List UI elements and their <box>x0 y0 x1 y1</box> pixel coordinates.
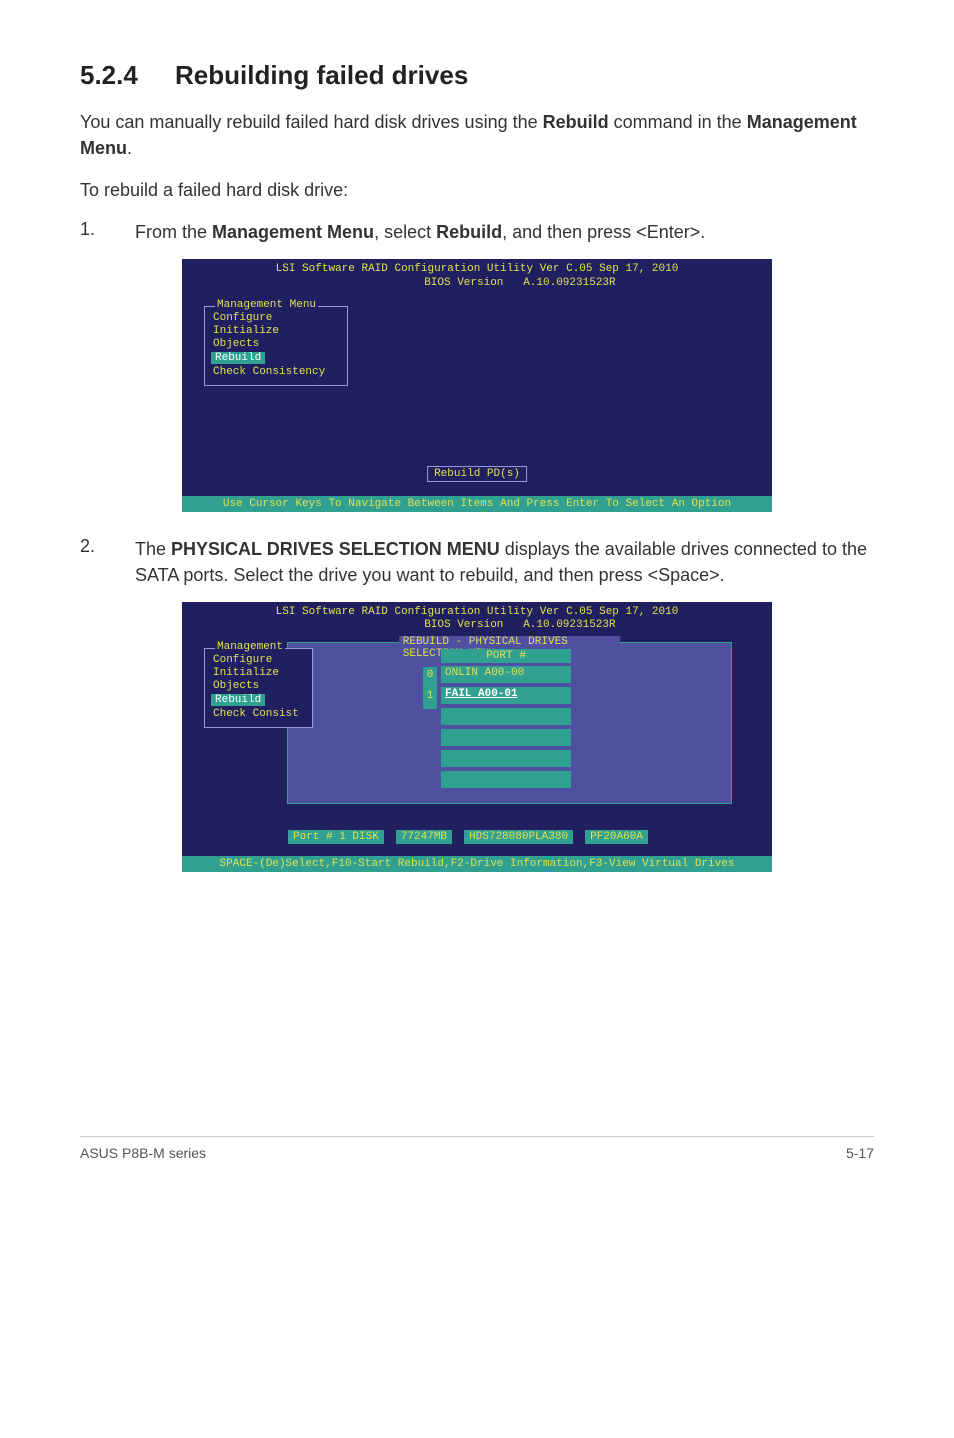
port-empty-3 <box>441 750 571 767</box>
intro-paragraph-2: To rebuild a failed hard disk drive: <box>80 177 874 203</box>
step-2-text: The PHYSICAL DRIVES SELECTION MENU displ… <box>135 536 874 588</box>
intro-1e: . <box>127 138 132 158</box>
menu2-rebuild[interactable]: Rebuild <box>211 694 265 706</box>
menu2-objects[interactable]: Objects <box>211 680 306 692</box>
port-index-column: 0 1 <box>423 667 437 709</box>
port-index-1: 1 <box>423 688 437 705</box>
menu-configure[interactable]: Configure <box>211 312 341 324</box>
menu-check-consistency[interactable]: Check Consistency <box>211 366 341 378</box>
bios-panel-1: LSI Software RAID Configuration Utility … <box>182 259 772 511</box>
port-0-drive[interactable]: ONLIN A00-00 <box>441 666 571 683</box>
bios-footer-1: Use Cursor Keys To Navigate Between Item… <box>182 496 772 512</box>
disk-port: Port # 1 DISK <box>288 830 384 844</box>
menu-initialize[interactable]: Initialize <box>211 325 341 337</box>
port-index-0: 0 <box>423 667 437 684</box>
menu2-initialize[interactable]: Initialize <box>211 667 306 679</box>
bios-footer-2: SPACE-(De)Select,F10-Start Rebuild,F2-Dr… <box>182 856 772 872</box>
intro-rebuild-strong: Rebuild <box>543 112 609 132</box>
management-menu-box-2: Management Configure Initialize Objects … <box>204 648 313 728</box>
menu2-configure[interactable]: Configure <box>211 654 306 666</box>
drives-selection-panel: REBUILD - PHYSICAL DRIVES SELECTION MENU… <box>287 642 732 804</box>
management-menu-box: Management Menu Configure Initialize Obj… <box>204 306 348 386</box>
disk-model: HDS728080PLA380 <box>464 830 573 844</box>
port-1-drive[interactable]: FAIL A00-01 <box>441 687 571 704</box>
menu-objects[interactable]: Objects <box>211 338 341 350</box>
footer-right: 5-17 <box>846 1145 874 1161</box>
rebuild-pd-box: Rebuild PD(s) <box>427 466 527 482</box>
bios-header-1: LSI Software RAID Configuration Utility … <box>182 259 772 295</box>
port-empty-4 <box>441 771 571 788</box>
management-menu-title: Management Menu <box>215 299 318 311</box>
step-1: 1. From the Management Menu, select Rebu… <box>80 219 874 245</box>
section-title: Rebuilding failed drives <box>175 60 468 90</box>
bios-panel-2: LSI Software RAID Configuration Utility … <box>182 602 772 872</box>
intro-paragraph-1: You can manually rebuild failed hard dis… <box>80 109 874 161</box>
intro-1c: command in the <box>609 112 747 132</box>
disk-size: 77247MB <box>396 830 452 844</box>
section-heading: 5.2.4Rebuilding failed drives <box>80 60 874 91</box>
step-2: 2. The PHYSICAL DRIVES SELECTION MENU di… <box>80 536 874 588</box>
section-number: 5.2.4 <box>80 60 175 91</box>
page-footer: ASUS P8B-M series 5-17 <box>80 1136 874 1161</box>
management-menu-title-2: Management <box>215 641 285 653</box>
step-1-num: 1. <box>80 219 135 240</box>
step-2-num: 2. <box>80 536 135 557</box>
bios-header-2: LSI Software RAID Configuration Utility … <box>182 602 772 638</box>
footer-left: ASUS P8B-M series <box>80 1145 206 1161</box>
menu-rebuild[interactable]: Rebuild <box>211 352 265 364</box>
disk-fw: PF20A60A <box>585 830 648 844</box>
step-1-text: From the Management Menu, select Rebuild… <box>135 219 705 245</box>
port-empty-2 <box>441 729 571 746</box>
menu2-check-consistency[interactable]: Check Consist <box>211 708 306 720</box>
port-empty-1 <box>441 708 571 725</box>
port-column-header: PORT # <box>441 649 571 663</box>
disk-info-bar: Port # 1 DISK 77247MB HDS728080PLA380 PF… <box>288 830 648 844</box>
intro-1a: You can manually rebuild failed hard dis… <box>80 112 543 132</box>
